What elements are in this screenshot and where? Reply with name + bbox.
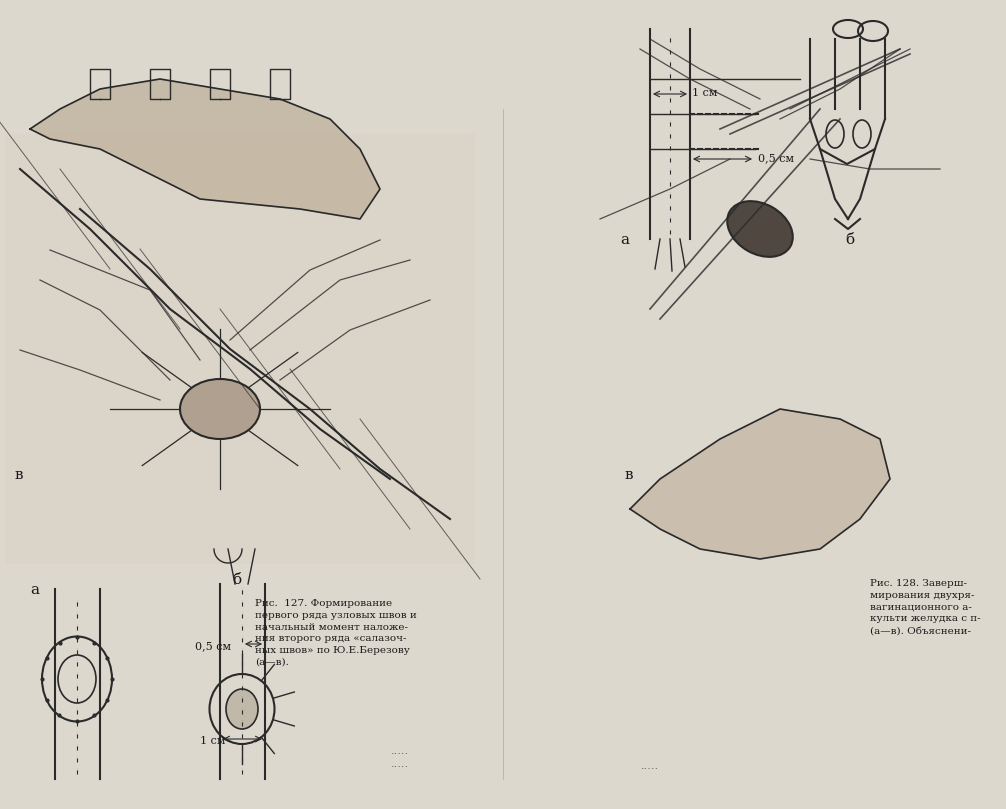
Ellipse shape	[180, 379, 260, 439]
Text: .....: .....	[391, 746, 409, 756]
Polygon shape	[630, 409, 890, 559]
Text: а: а	[620, 233, 629, 247]
Text: 0,5 см: 0,5 см	[758, 153, 794, 163]
Text: в: в	[15, 468, 23, 482]
Text: б: б	[232, 573, 241, 587]
Text: 1 см: 1 см	[692, 88, 717, 98]
Text: 0,5 см: 0,5 см	[195, 641, 231, 651]
Text: б: б	[845, 233, 854, 247]
FancyBboxPatch shape	[5, 134, 475, 564]
Text: а: а	[30, 583, 39, 597]
Text: 1 см: 1 см	[200, 736, 225, 746]
Polygon shape	[30, 79, 380, 219]
Text: в: в	[625, 468, 634, 482]
Text: .....: .....	[641, 761, 659, 771]
Text: Рис. 128. Заверш-
мирования двухря-
вагинационного а-
культи желудка с п-
(а—в).: Рис. 128. Заверш- мирования двухря- ваги…	[870, 579, 981, 635]
Ellipse shape	[727, 201, 793, 256]
Text: .....: .....	[391, 759, 409, 769]
Text: Рис.  127. Формирование
первого ряда узловых швов и
начальный момент наложе-
ния: Рис. 127. Формирование первого ряда узло…	[255, 599, 416, 667]
Ellipse shape	[226, 689, 258, 729]
